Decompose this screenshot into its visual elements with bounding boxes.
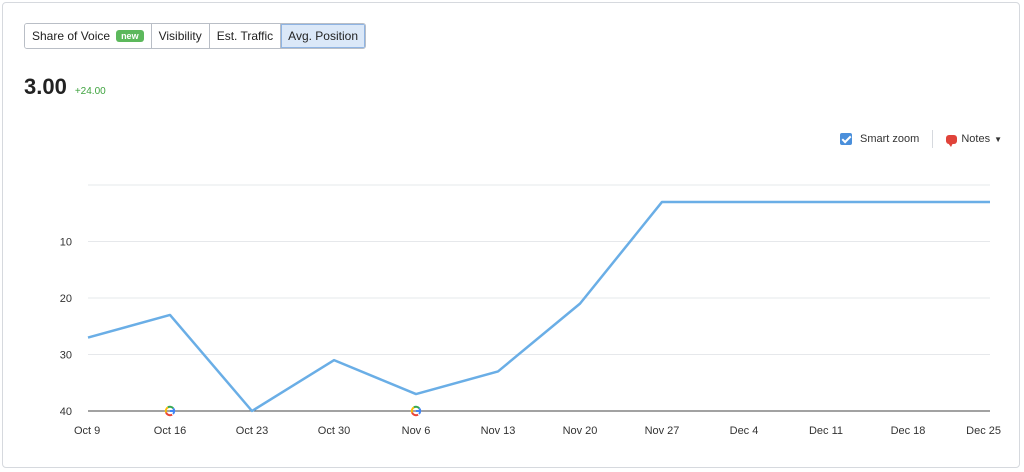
tab-label: Visibility (158, 29, 202, 43)
x-tick-label: Nov 6 (402, 425, 431, 437)
tab-est-traffic[interactable]: Est. Traffic (209, 24, 282, 48)
y-tick-label: 10 (60, 237, 72, 249)
tab-avg-position[interactable]: Avg. Position (281, 24, 365, 48)
smart-zoom-label: Smart zoom (860, 133, 920, 145)
metric-summary: 3.00 +24.00 (24, 74, 106, 100)
tab-label: Avg. Position (288, 29, 358, 43)
y-tick-label: 20 (60, 293, 72, 305)
x-tick-label: Nov 13 (481, 425, 516, 437)
x-tick-label: Oct 30 (318, 425, 350, 437)
y-tick-label: 30 (60, 350, 72, 362)
notes-dropdown[interactable]: Notes ▼ (946, 133, 1002, 147)
x-tick-label: Oct 23 (236, 425, 268, 437)
metric-tabs: Share of Voice new Visibility Est. Traff… (24, 23, 366, 49)
x-tick-label: Oct 9 (74, 425, 100, 437)
x-tick-label: Dec 4 (730, 425, 759, 437)
tab-label: Est. Traffic (216, 29, 274, 43)
google-icon[interactable] (410, 405, 422, 417)
metric-value: 3.00 (24, 74, 67, 99)
chevron-down-icon: ▼ (994, 134, 1002, 144)
x-tick-label: Nov 27 (645, 425, 680, 437)
y-tick-label: 40 (60, 406, 72, 418)
tab-label: Share of Voice (32, 29, 111, 43)
tab-visibility[interactable]: Visibility (151, 24, 210, 48)
divider (932, 130, 934, 148)
new-badge: new (116, 30, 144, 42)
smart-zoom-checkbox[interactable] (840, 133, 853, 145)
x-tick-label: Dec 18 (891, 425, 926, 437)
series-line (87, 200, 990, 413)
google-icon[interactable] (164, 405, 176, 417)
chart-controls: Smart zoom Notes ▼ (840, 130, 1002, 148)
x-tick-label: Oct 16 (154, 425, 186, 437)
metric-delta: +24.00 (74, 86, 106, 97)
tab-share-of-voice[interactable]: Share of Voice new (25, 24, 152, 48)
x-tick-label: Dec 25 (966, 425, 1001, 437)
x-tick-label: Nov 20 (563, 425, 598, 437)
speech-bubble-icon (946, 134, 958, 147)
x-tick-label: Dec 11 (809, 425, 843, 437)
notes-label: Notes (961, 133, 991, 145)
